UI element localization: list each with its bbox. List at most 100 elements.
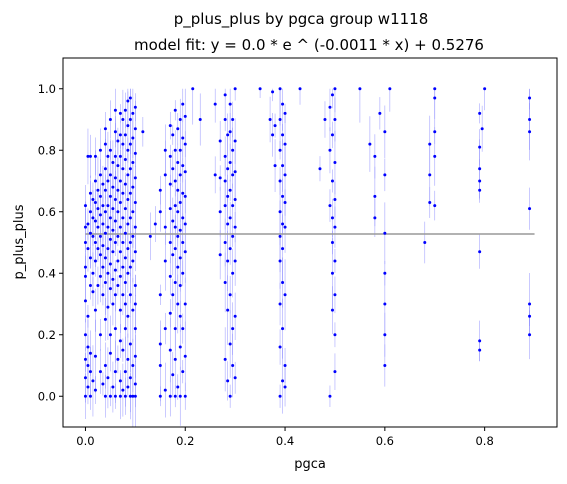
- data-point: [178, 314, 182, 318]
- data-point: [330, 241, 334, 244]
- data-point: [121, 241, 125, 244]
- data-point: [96, 225, 100, 229]
- data-point: [126, 197, 130, 201]
- data-point: [168, 348, 172, 352]
- data-point: [178, 256, 182, 260]
- data-point: [108, 333, 112, 337]
- data-point: [126, 247, 130, 251]
- data-point: [433, 96, 437, 100]
- data-point: [218, 210, 222, 214]
- data-point: [198, 118, 202, 121]
- data-point: [96, 188, 100, 192]
- data-point: [183, 114, 187, 118]
- data-point: [223, 357, 227, 361]
- data-point: [273, 164, 277, 168]
- data-point: [131, 364, 135, 367]
- data-point: [131, 259, 135, 263]
- data-point: [528, 130, 532, 134]
- data-point: [113, 293, 117, 297]
- data-point: [88, 394, 92, 398]
- data-point: [171, 133, 175, 137]
- data-point: [123, 302, 127, 306]
- data-point: [171, 167, 175, 171]
- data-point: [368, 142, 372, 146]
- data-point: [118, 274, 122, 278]
- data-point: [231, 118, 235, 121]
- data-point: [176, 385, 180, 389]
- data-point: [91, 216, 95, 220]
- y-tick-label: 0.0: [38, 389, 56, 403]
- data-point: [98, 148, 102, 152]
- data-point: [128, 241, 132, 244]
- data-point: [121, 388, 125, 392]
- data-point: [423, 241, 427, 244]
- data-point: [93, 308, 97, 312]
- data-point: [133, 302, 137, 306]
- data-point: [128, 265, 132, 269]
- data-points: [83, 87, 532, 398]
- data-point: [98, 333, 102, 337]
- data-point: [173, 148, 177, 152]
- data-point: [111, 207, 115, 211]
- data-point: [480, 127, 484, 131]
- data-point: [101, 293, 105, 297]
- data-point: [86, 247, 90, 251]
- data-point: [183, 354, 187, 358]
- data-point: [176, 210, 180, 214]
- data-point: [83, 274, 87, 278]
- data-point: [281, 222, 285, 226]
- data-point: [86, 222, 90, 226]
- data-point: [86, 345, 90, 349]
- data-point: [281, 102, 285, 106]
- data-point: [233, 376, 237, 380]
- data-point: [98, 213, 102, 217]
- data-point: [233, 170, 237, 174]
- data-point: [173, 247, 177, 251]
- data-point: [433, 130, 437, 134]
- data-point: [258, 87, 262, 91]
- data-point: [98, 370, 102, 374]
- data-point: [176, 302, 180, 306]
- data-point: [223, 93, 227, 97]
- data-point: [158, 394, 162, 398]
- data-point: [333, 259, 337, 263]
- data-point: [233, 259, 237, 263]
- data-point: [113, 327, 117, 331]
- data-point: [168, 274, 172, 278]
- data-point: [121, 293, 125, 297]
- data-point: [123, 370, 127, 374]
- data-point: [101, 382, 105, 386]
- data-point: [218, 176, 222, 180]
- data-point: [228, 247, 232, 251]
- data-point: [228, 293, 232, 297]
- data-point: [88, 284, 92, 288]
- data-point: [83, 394, 87, 398]
- data-point: [131, 161, 135, 165]
- data-point: [108, 287, 112, 291]
- data-point: [273, 124, 277, 128]
- data-point: [83, 225, 87, 229]
- data-point: [330, 216, 334, 220]
- data-point: [91, 379, 95, 383]
- data-point: [163, 259, 167, 263]
- data-point: [183, 250, 187, 254]
- data-point: [171, 293, 175, 297]
- data-point: [93, 388, 97, 392]
- data-point: [383, 302, 387, 306]
- data-point: [181, 102, 185, 106]
- x-tick-label: 0.4: [276, 434, 294, 448]
- data-point: [101, 265, 105, 269]
- data-point: [108, 216, 112, 220]
- data-point: [173, 225, 177, 229]
- data-point: [163, 173, 167, 177]
- data-point: [278, 118, 282, 121]
- data-point: [83, 376, 87, 380]
- data-point: [103, 280, 107, 284]
- data-point: [283, 111, 287, 115]
- data-point: [121, 167, 125, 171]
- data-point: [223, 241, 227, 244]
- data-point: [126, 385, 130, 389]
- data-point: [113, 176, 117, 180]
- data-point: [123, 182, 127, 186]
